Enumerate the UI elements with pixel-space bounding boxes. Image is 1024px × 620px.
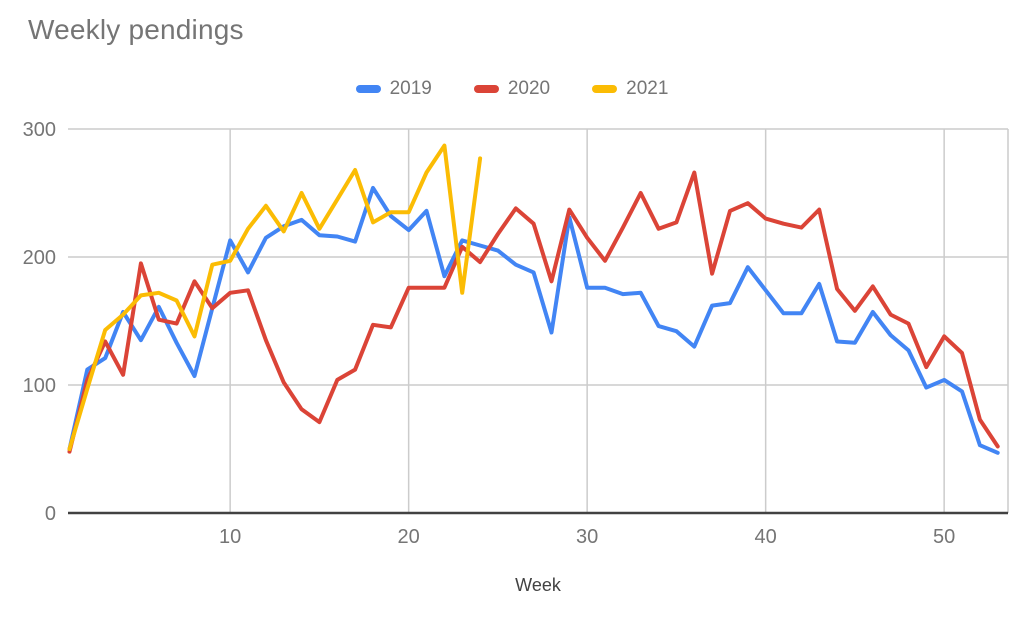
legend-label: 2020 <box>507 78 551 99</box>
legend-item-2019[interactable]: 2019 <box>355 78 432 100</box>
legend-item-2020[interactable]: 2020 <box>473 78 551 100</box>
y-tick-label-200: 200 <box>23 247 56 269</box>
legend: 2019 2020 2021 <box>0 78 1024 100</box>
x-tick-label-50: 50 <box>933 526 955 548</box>
chart-title: Weekly pendings <box>28 14 244 45</box>
x-tick-label-30: 30 <box>576 526 598 548</box>
legend-swatch-2021 <box>592 85 618 93</box>
x-tick-label-10: 10 <box>219 526 241 548</box>
x-tick-label-20: 20 <box>398 526 420 548</box>
y-tick-label-100: 100 <box>23 375 56 397</box>
x-axis-title: Week <box>515 575 562 595</box>
legend-label: 2019 <box>389 78 432 99</box>
x-tick-label-40: 40 <box>755 526 777 548</box>
series-line-2021[interactable] <box>67 143 483 451</box>
legend-swatch-2019 <box>355 85 381 93</box>
y-tick-label-300: 300 <box>23 119 56 141</box>
legend-swatch-2020 <box>473 85 499 93</box>
legend-item-2021[interactable]: 2021 <box>592 78 668 100</box>
legend-label: 2021 <box>626 78 669 99</box>
series-line-2020[interactable] <box>67 170 1000 454</box>
y-tick-label-0: 0 <box>45 503 56 525</box>
